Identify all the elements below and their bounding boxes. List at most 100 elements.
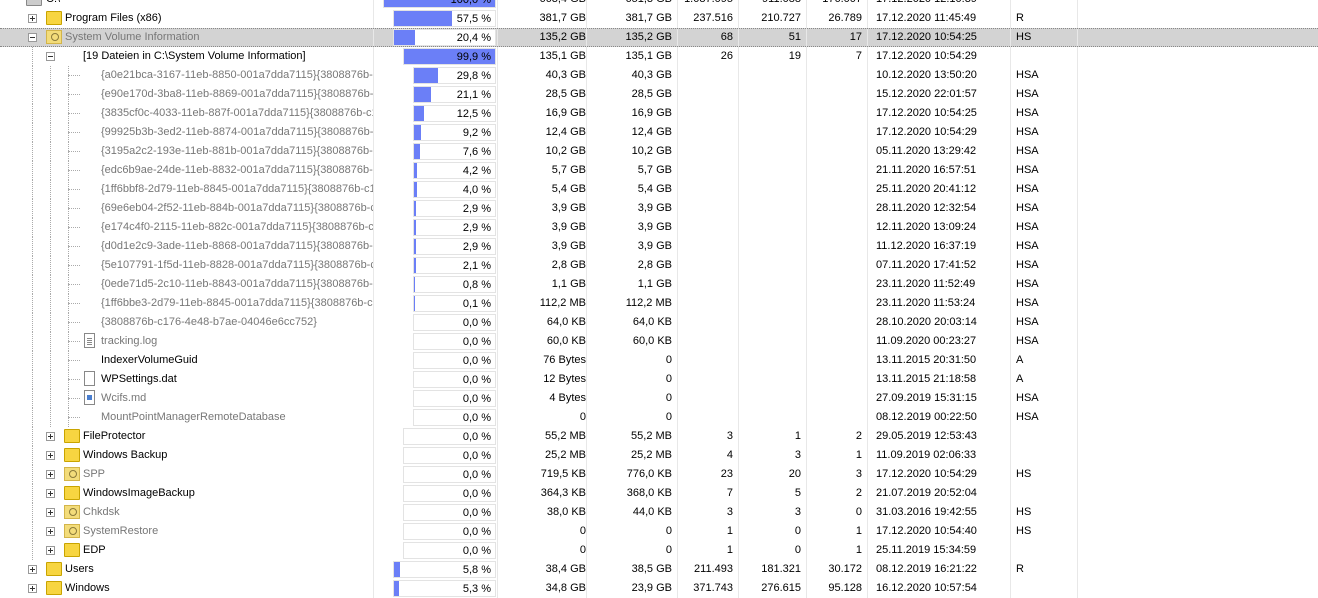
- name-cell[interactable]: Program Files (x86): [0, 9, 373, 28]
- name-cell[interactable]: {3195a2c2-193e-11eb-881b-001a7dda7115}{3…: [0, 142, 373, 161]
- name-cell[interactable]: {99925b3b-3ed2-11eb-8874-001a7dda7115}{3…: [0, 123, 373, 142]
- name-cell[interactable]: WindowsImageBackup: [0, 484, 373, 503]
- size-cell: 2,8 GB: [497, 256, 586, 275]
- name-cell[interactable]: {1ff6bbf8-2d79-11eb-8845-001a7dda7115}{3…: [0, 180, 373, 199]
- tree-row[interactable]: {69e6eb04-2f52-11eb-884b-001a7dda7115}{3…: [0, 199, 1318, 218]
- tree-row[interactable]: [19 Dateien in C:\System Volume Informat…: [0, 47, 1318, 66]
- expand-icon[interactable]: [46, 527, 55, 536]
- name-cell[interactable]: MountPointManagerRemoteDatabase: [0, 408, 373, 427]
- name-cell[interactable]: {5e107791-1f5d-11eb-8828-001a7dda7115}{3…: [0, 256, 373, 275]
- allocated-cell: 1,1 GB: [587, 275, 672, 294]
- tree-row[interactable]: {3808876b-c176-4e48-b7ae-04046e6cc752}0,…: [0, 313, 1318, 332]
- name-cell[interactable]: Users: [0, 560, 373, 579]
- expand-icon[interactable]: [28, 14, 37, 23]
- percent-cell: 5,8 %: [383, 560, 496, 579]
- tree-row[interactable]: {d0d1e2c9-3ade-11eb-8868-001a7dda7115}{3…: [0, 237, 1318, 256]
- attributes-cell: HSA: [1016, 237, 1056, 256]
- expand-icon[interactable]: [46, 546, 55, 555]
- allocated-cell: 3,9 GB: [587, 237, 672, 256]
- tree-guide-line: [50, 275, 51, 294]
- name-cell[interactable]: SystemRestore: [0, 522, 373, 541]
- name-cell[interactable]: FileProtector: [0, 427, 373, 446]
- files-cell: [739, 294, 801, 313]
- expand-icon[interactable]: [46, 470, 55, 479]
- name-cell[interactable]: Wcifs.md: [0, 389, 373, 408]
- size-cell: 0: [497, 522, 586, 541]
- percent-text: 20,4 %: [457, 30, 491, 47]
- percent-bar: 0,0 %: [413, 352, 496, 369]
- tree-row[interactable]: {1ff6bbf8-2d79-11eb-8845-001a7dda7115}{3…: [0, 180, 1318, 199]
- name-cell[interactable]: {e90e170d-3ba8-11eb-8869-001a7dda7115}{3…: [0, 85, 373, 104]
- expand-icon[interactable]: [46, 451, 55, 460]
- percent-cell: 0,0 %: [383, 370, 496, 389]
- subdirs-cell: [806, 180, 862, 199]
- name-cell[interactable]: {3808876b-c176-4e48-b7ae-04046e6cc752}: [0, 313, 373, 332]
- tree-guide-line: [68, 94, 80, 95]
- collapse-icon[interactable]: [46, 52, 55, 61]
- expand-icon[interactable]: [28, 565, 37, 574]
- name-cell[interactable]: {0ede71d5-2c10-11eb-8843-001a7dda7115}{3…: [0, 275, 373, 294]
- files-cell: [739, 237, 801, 256]
- expand-icon[interactable]: [46, 432, 55, 441]
- percent-text: 57,5 %: [457, 11, 491, 28]
- name-cell[interactable]: {edc6b9ae-24de-11eb-8832-001a7dda7115}{3…: [0, 161, 373, 180]
- collapse-icon[interactable]: [28, 33, 37, 42]
- name-cell[interactable]: IndexerVolumeGuid: [0, 351, 373, 370]
- tree-row[interactable]: {edc6b9ae-24de-11eb-8832-001a7dda7115}{3…: [0, 161, 1318, 180]
- items-cell: [677, 332, 733, 351]
- tree-row[interactable]: {3195a2c2-193e-11eb-881b-001a7dda7115}{3…: [0, 142, 1318, 161]
- name-cell[interactable]: tracking.log: [0, 332, 373, 351]
- percent-bar-fill: [414, 144, 420, 159]
- name-cell[interactable]: {e174c4f0-2115-11eb-882c-001a7dda7115}{3…: [0, 218, 373, 237]
- expand-icon[interactable]: [46, 489, 55, 498]
- tree-row[interactable]: {5e107791-1f5d-11eb-8828-001a7dda7115}{3…: [0, 256, 1318, 275]
- name-cell[interactable]: Chkdsk: [0, 503, 373, 522]
- column-divider: [1077, 446, 1078, 465]
- tree-guide-line: [32, 180, 33, 199]
- allocated-cell: 5,7 GB: [587, 161, 672, 180]
- name-cell[interactable]: [19 Dateien in C:\System Volume Informat…: [0, 47, 373, 66]
- percent-text: 0,0 %: [463, 467, 491, 484]
- item-name: {e174c4f0-2115-11eb-882c-001a7dda7115}{3…: [101, 218, 373, 237]
- tree-row[interactable]: {e174c4f0-2115-11eb-882c-001a7dda7115}{3…: [0, 218, 1318, 237]
- name-cell[interactable]: {69e6eb04-2f52-11eb-884b-001a7dda7115}{3…: [0, 199, 373, 218]
- name-cell[interactable]: {3835cf0c-4033-11eb-887f-001a7dda7115}{3…: [0, 104, 373, 123]
- tree-row[interactable]: {1ff6bbe3-2d79-11eb-8845-001a7dda7115}{3…: [0, 294, 1318, 313]
- tree-row[interactable]: {99925b3b-3ed2-11eb-8874-001a7dda7115}{3…: [0, 123, 1318, 142]
- tree-row[interactable]: {0ede71d5-2c10-11eb-8843-001a7dda7115}{3…: [0, 275, 1318, 294]
- tree-row[interactable]: {a0e21bca-3167-11eb-8850-001a7dda7115}{3…: [0, 66, 1318, 85]
- name-cell[interactable]: Windows: [0, 579, 373, 598]
- tree-guide-line: [50, 218, 51, 237]
- expand-icon[interactable]: [46, 508, 55, 517]
- tree-row[interactable]: C:\100,0 %663,4 GB651,3 GB1.087.095911.0…: [0, 0, 1318, 9]
- tree-row[interactable]: {e90e170d-3ba8-11eb-8869-001a7dda7115}{3…: [0, 85, 1318, 104]
- name-cell[interactable]: System Volume Information: [0, 28, 373, 47]
- name-cell[interactable]: EDP: [0, 541, 373, 560]
- name-cell[interactable]: WPSettings.dat: [0, 370, 373, 389]
- name-cell[interactable]: {a0e21bca-3167-11eb-8850-001a7dda7115}{3…: [0, 66, 373, 85]
- name-cell[interactable]: Windows Backup: [0, 446, 373, 465]
- name-cell[interactable]: C:\: [0, 0, 373, 9]
- name-cell[interactable]: {1ff6bbe3-2d79-11eb-8845-001a7dda7115}{3…: [0, 294, 373, 313]
- name-cell[interactable]: SPP: [0, 465, 373, 484]
- percent-text: 2,9 %: [463, 201, 491, 218]
- tree-row[interactable]: {3835cf0c-4033-11eb-887f-001a7dda7115}{3…: [0, 104, 1318, 123]
- files-cell: 210.727: [739, 9, 801, 28]
- name-cell[interactable]: {d0d1e2c9-3ade-11eb-8868-001a7dda7115}{3…: [0, 237, 373, 256]
